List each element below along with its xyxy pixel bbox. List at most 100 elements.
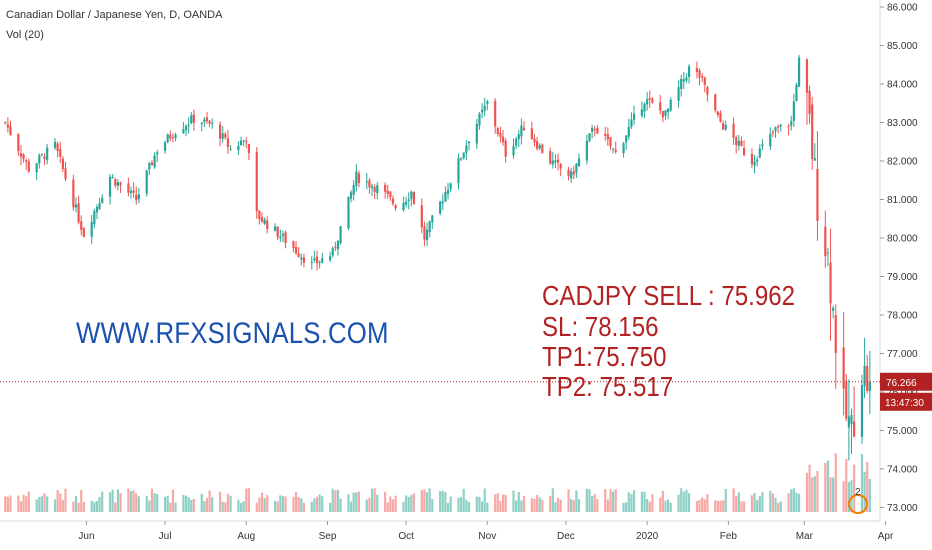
candle-body (735, 137, 738, 145)
volume-bar (247, 488, 250, 512)
volume-bar (281, 496, 285, 512)
candle-body (224, 134, 227, 138)
candle-body (588, 133, 591, 142)
candle-body (108, 176, 112, 197)
volume-bar (423, 489, 426, 512)
candle-body (853, 421, 856, 437)
volume-bar (863, 471, 866, 512)
candle-body (866, 366, 869, 391)
volume-bar (787, 493, 790, 512)
candle-body (567, 169, 570, 177)
volume-bar (640, 491, 643, 512)
candle-body (119, 182, 122, 186)
volume-bar (428, 488, 431, 512)
candle-body (40, 154, 44, 156)
candle-body (732, 123, 735, 138)
volume-bar (554, 502, 557, 512)
volume-bar (334, 490, 337, 512)
candle-body (174, 134, 177, 139)
volume-bar (575, 490, 578, 512)
volume-bar (192, 498, 195, 512)
volume-bar (9, 495, 12, 512)
candle-body (6, 124, 9, 128)
volume-bar (258, 497, 261, 512)
volume-bar (279, 495, 282, 512)
candle-body (795, 84, 798, 101)
volume-bar (153, 493, 156, 512)
candle-body (695, 68, 699, 72)
candle-body (826, 252, 830, 254)
candle-body (685, 77, 688, 81)
countdown-tag (880, 392, 932, 411)
candle-body (779, 124, 782, 127)
candle-body (292, 241, 295, 249)
volume-bar (127, 488, 130, 512)
volume-bar (860, 454, 864, 512)
volume-bar (845, 458, 848, 512)
volume-bar (604, 488, 607, 512)
volume-bar (685, 489, 688, 512)
volume-bar (551, 488, 554, 512)
volume-bar (145, 495, 148, 512)
candle-body (229, 149, 232, 151)
candle-body (661, 110, 664, 118)
volume-bar (74, 495, 78, 512)
volume-bar (321, 496, 324, 512)
volume-bar (40, 496, 44, 512)
volume-bar (171, 489, 175, 512)
candle-body (279, 236, 282, 239)
candle-body (365, 181, 368, 183)
candle-body (156, 152, 159, 155)
volume-bar (659, 497, 662, 512)
volume-bar (714, 500, 717, 512)
candle-body (389, 191, 392, 197)
candle-body (651, 98, 654, 103)
volume-bar (46, 496, 49, 512)
volume-bar (630, 494, 633, 512)
volume-bar (735, 495, 738, 512)
candle-body (813, 158, 816, 161)
candle-body (659, 102, 662, 111)
candle-body (258, 210, 261, 220)
volume-bar (771, 493, 774, 512)
candle-body (449, 183, 452, 190)
candle-body (570, 171, 573, 179)
candle-body (533, 138, 536, 143)
volume-bar (834, 453, 837, 512)
volume-bar (412, 493, 416, 512)
candle-body (834, 315, 837, 353)
volume-bar (82, 501, 85, 512)
x-tick-label: Jun (78, 531, 94, 542)
volume-bar (779, 501, 782, 512)
countdown-value: 13:47:30 (885, 398, 924, 409)
volume-bar (77, 502, 80, 512)
candle-body (192, 114, 195, 123)
candle-body (863, 365, 866, 387)
candle-body (625, 135, 628, 143)
candle-body (391, 198, 395, 204)
candle-body (431, 215, 434, 223)
y-tick-label: 81.000 (887, 195, 918, 206)
candle-body (556, 159, 560, 163)
volume-bar (439, 491, 442, 512)
volume-bar (292, 496, 295, 512)
volume-bar (609, 489, 612, 512)
volume-bar (480, 501, 484, 512)
candle-body (22, 154, 25, 160)
candle-body (530, 128, 533, 139)
candle-body (483, 105, 486, 111)
candle-body (274, 226, 277, 231)
x-tick-label: Aug (237, 531, 255, 542)
volume-bar (59, 493, 62, 512)
volume-bar (373, 488, 376, 512)
candle-body (627, 126, 630, 137)
candle-body (512, 146, 515, 156)
candle-body (145, 170, 148, 194)
candle-body (682, 79, 685, 82)
volume-bar (716, 500, 719, 512)
current-price-value: 76.266 (886, 378, 917, 389)
candle-body (334, 247, 337, 249)
volume-bar (677, 494, 680, 512)
candle-body (703, 77, 706, 85)
volume-bar (116, 489, 119, 512)
